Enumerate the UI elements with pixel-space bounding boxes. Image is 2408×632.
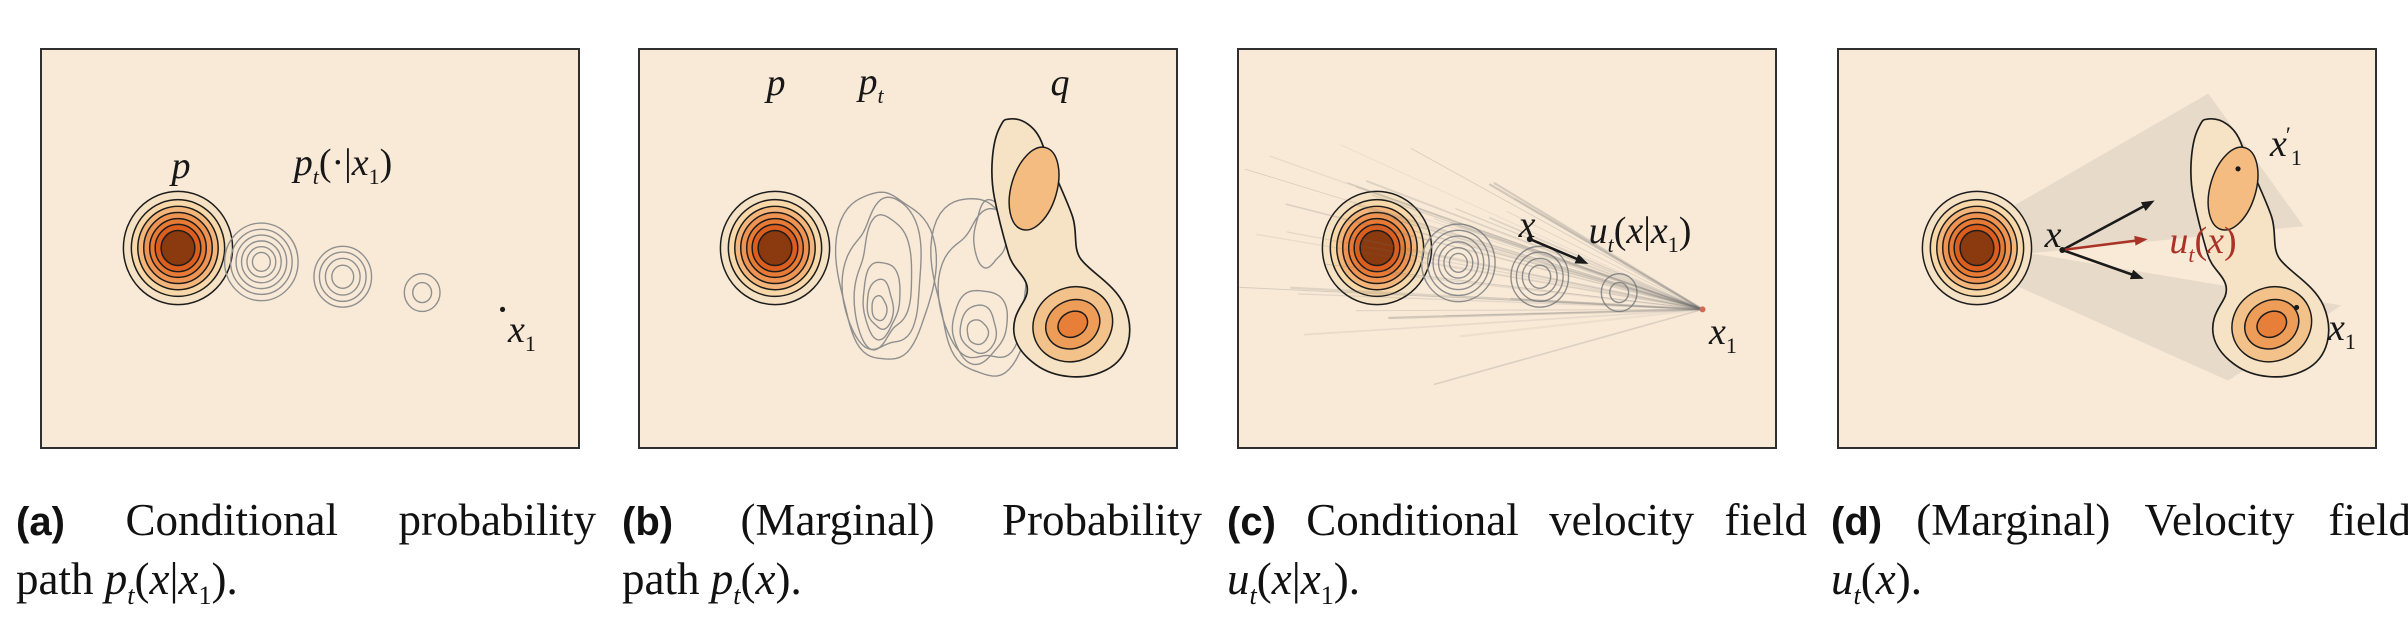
caption-a-label: (a): [16, 500, 65, 544]
caption-a-word: Conditional: [125, 495, 338, 545]
panel-c-conditional-velocity-field: x ut(x|x1) x1: [1237, 48, 1777, 449]
caption-b-line2: path pt(x).: [622, 554, 802, 610]
caption-b: (b) (Marginal) Probability path pt(x).: [622, 492, 1202, 624]
caption-d-line1: (d) (Marginal) Velocity field: [1831, 492, 2408, 551]
caption-d-line2: ut(x).: [1831, 554, 1922, 610]
caption-b-word: Probability: [1002, 495, 1202, 545]
caption-c-word: Conditional: [1306, 495, 1519, 545]
panel-d-marginal-velocity-field: x ut(x) x′1 x1: [1837, 48, 2377, 449]
panel-c-canvas: [1239, 144, 1706, 386]
caption-d-word: field: [2328, 495, 2408, 545]
caption-d-word: Velocity: [2144, 495, 2295, 545]
caption-d-word: (Marginal): [1916, 495, 2111, 545]
panel-b-canvas: [719, 117, 1131, 378]
caption-c-line2: ut(x|x1).: [1227, 554, 1361, 610]
fan-lines: [1239, 144, 1704, 386]
caption-b-line1: (b) (Marginal) Probability: [622, 492, 1202, 551]
caption-c-line1: (c) Conditional velocity field: [1227, 492, 1807, 551]
panel-d-graphics: [1921, 93, 2342, 381]
panel-d-canvas: [1921, 93, 2342, 381]
caption-a-line2: path pt(x|x1).: [16, 554, 238, 610]
caption-c-label: (c): [1227, 500, 1276, 544]
caption-b-word: (Marginal): [740, 495, 935, 545]
panel-a-conditional-probability-path: p pt(·|x1) x1: [40, 48, 580, 449]
panel-a-canvas: [122, 190, 506, 313]
caption-d-label: (d): [1831, 500, 1883, 544]
caption-c-word: velocity: [1549, 495, 1695, 545]
panel-b-graphics: [719, 117, 1131, 378]
caption-a-line1: (a) Conditional probability: [16, 492, 596, 551]
caption-c-word: field: [1724, 495, 1807, 545]
caption-a-word: probability: [398, 495, 596, 545]
caption-d: (d) (Marginal) Velocity field ut(x).: [1831, 492, 2408, 624]
panel-a-graphics: [122, 190, 506, 313]
panel-b-marginal-probability-path: p pt q: [638, 48, 1178, 449]
caption-c: (c) Conditional velocity field ut(x|x1).: [1227, 492, 1807, 624]
panel-c-graphics: [1239, 144, 1706, 386]
caption-b-label: (b): [622, 500, 674, 544]
caption-a: (a) Conditional probability path pt(x|x1).: [16, 492, 596, 624]
